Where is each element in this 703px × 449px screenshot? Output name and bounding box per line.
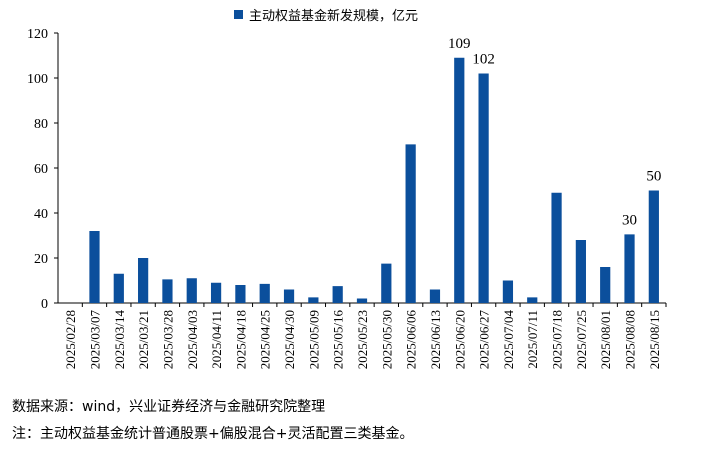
x-tick-label: 2025/07/11	[525, 310, 540, 369]
x-tick-label: 2025/04/11	[209, 310, 224, 369]
x-tick-label: 2025/04/30	[282, 310, 297, 369]
bar	[259, 283, 270, 303]
legend: 主动权益基金新发规模，亿元	[234, 5, 418, 24]
bar	[332, 286, 343, 303]
bar	[308, 297, 319, 303]
x-tick-label: 2025/04/18	[233, 310, 248, 369]
bar	[575, 240, 586, 303]
bar	[527, 297, 538, 303]
x-tick-label: 2025/07/04	[501, 310, 516, 370]
y-tick-label: 120	[27, 27, 48, 42]
x-tick-label: 2025/07/18	[550, 310, 565, 369]
bar	[551, 192, 562, 303]
x-tick-label: 2025/04/25	[258, 310, 273, 369]
x-tick-label: 2025/05/30	[379, 310, 394, 369]
data-label: 50	[646, 169, 661, 185]
bar	[454, 57, 465, 303]
x-tick-label: 2025/04/03	[185, 310, 200, 369]
y-tick-label: 80	[34, 117, 48, 132]
x-tick-label: 2025/05/16	[331, 310, 346, 370]
y-tick-label: 40	[34, 207, 48, 222]
bar	[429, 289, 441, 303]
x-tick-label: 2025/08/01	[598, 310, 613, 369]
x-tick-label: 2025/02/28	[63, 310, 78, 369]
bar	[405, 144, 416, 303]
x-tick-label: 2025/05/23	[355, 310, 370, 369]
bar	[186, 278, 197, 303]
legend-label: 主动权益基金新发规模，亿元	[249, 9, 419, 24]
x-tick-label: 2025/06/13	[428, 310, 443, 369]
bar	[113, 273, 124, 303]
x-tick-label: 2025/03/28	[160, 310, 175, 369]
y-tick-label: 20	[34, 252, 48, 267]
bar	[283, 289, 295, 303]
x-tick-label: 2025/08/15	[647, 310, 662, 369]
x-tick-label: 2025/06/20	[452, 310, 467, 369]
data-label: 30	[622, 212, 637, 228]
bar	[478, 73, 489, 303]
y-tick-label: 100	[27, 72, 48, 87]
x-tick-label: 2025/06/06	[404, 310, 419, 370]
y-tick-label: 60	[34, 162, 48, 177]
x-tick-label: 2025/07/25	[574, 310, 589, 369]
bar	[381, 263, 392, 303]
x-tick-label: 2025/03/21	[136, 310, 151, 369]
data-label: 102	[472, 52, 495, 68]
bar	[210, 282, 222, 303]
x-tick-label: 2025/03/07	[87, 310, 102, 370]
bar	[89, 231, 100, 303]
x-tick-label: 2025/08/08	[623, 310, 638, 369]
legend-swatch	[234, 10, 243, 19]
bar	[138, 258, 149, 303]
x-tick-label: 2025/03/14	[112, 310, 127, 370]
source-note: 数据来源：wind，兴业证券经济与金融研究院整理	[12, 399, 326, 415]
x-tick-label: 2025/05/09	[306, 310, 321, 369]
bar	[235, 285, 246, 303]
bar	[648, 190, 659, 303]
bar	[162, 279, 173, 303]
data-label: 109	[448, 36, 471, 52]
bar	[502, 280, 514, 303]
x-tick-label: 2025/06/27	[477, 310, 492, 370]
bar	[600, 267, 611, 303]
bar	[624, 234, 635, 303]
footnote: 注：主动权益基金统计普通股票+偏股混合+灵活配置三类基金。	[12, 426, 414, 442]
y-tick-label: 0	[41, 297, 48, 312]
bar	[356, 298, 368, 303]
